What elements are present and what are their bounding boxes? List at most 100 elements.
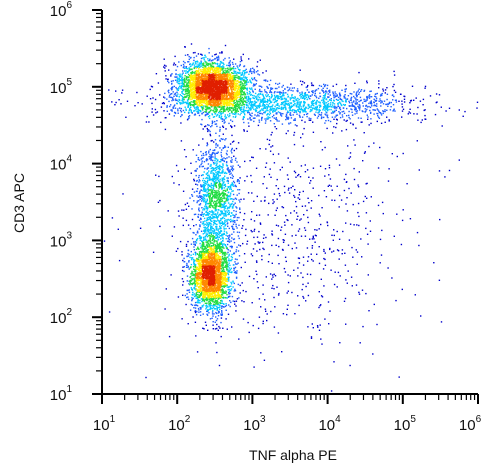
- event-point: [257, 96, 259, 98]
- event-point: [201, 213, 203, 215]
- event-point: [201, 108, 204, 110]
- event-point: [220, 225, 223, 227]
- event-point: [193, 232, 195, 234]
- event-point: [208, 234, 211, 237]
- event-point: [217, 145, 219, 147]
- event-point: [213, 222, 215, 224]
- event-point: [358, 215, 360, 218]
- event-point: [226, 198, 229, 200]
- event-point: [241, 77, 244, 79]
- event-point: [170, 109, 172, 111]
- event-point: [273, 193, 276, 195]
- event-point: [188, 268, 190, 270]
- event-point: [237, 283, 239, 286]
- event-point: [263, 234, 265, 236]
- event-point: [232, 183, 234, 186]
- event-point: [225, 238, 227, 240]
- event-point: [342, 103, 345, 106]
- event-point: [339, 98, 341, 101]
- event-point: [290, 117, 293, 119]
- event-point: [284, 104, 286, 106]
- event-point: [211, 226, 213, 228]
- event-point: [246, 130, 248, 132]
- event-point: [320, 105, 322, 108]
- event-point: [249, 79, 251, 81]
- event-point: [261, 90, 263, 93]
- event-point: [382, 110, 384, 112]
- event-point: [205, 239, 208, 241]
- event-point: [215, 132, 217, 134]
- event-point: [221, 300, 223, 302]
- event-point: [213, 200, 215, 202]
- event-point: [221, 305, 223, 308]
- event-point: [223, 108, 226, 110]
- event-point: [356, 251, 359, 253]
- event-point: [255, 260, 258, 262]
- event-point: [217, 65, 219, 67]
- event-point: [225, 205, 227, 207]
- event-point: [278, 245, 280, 248]
- event-point: [218, 231, 221, 233]
- event-point: [222, 65, 224, 67]
- event-point: [423, 109, 425, 112]
- event-point: [254, 88, 256, 90]
- event-point: [210, 214, 213, 216]
- event-point: [272, 110, 275, 112]
- event-point: [231, 72, 233, 74]
- event-point: [193, 273, 195, 276]
- event-point: [274, 306, 276, 308]
- event-point: [206, 174, 209, 177]
- event-point: [243, 80, 245, 82]
- event-point: [302, 133, 304, 135]
- event-point: [232, 223, 235, 225]
- event-point: [205, 207, 208, 210]
- event-point: [229, 169, 231, 171]
- event-point: [216, 307, 219, 309]
- event-point: [231, 256, 234, 259]
- event-point: [203, 213, 205, 215]
- event-point: [221, 198, 223, 201]
- event-point: [219, 185, 221, 188]
- event-point: [256, 236, 259, 238]
- event-point: [225, 138, 227, 140]
- event-point: [207, 187, 209, 189]
- event-point: [195, 270, 197, 273]
- event-point: [233, 155, 235, 157]
- event-point: [235, 157, 237, 159]
- event-point: [234, 272, 237, 274]
- event-point: [394, 91, 397, 93]
- event-point: [302, 95, 304, 97]
- event-point: [234, 75, 237, 77]
- event-point: [220, 317, 223, 319]
- event-point: [305, 285, 307, 288]
- event-point: [235, 147, 238, 150]
- event-point: [362, 160, 364, 162]
- event-point: [238, 182, 240, 184]
- event-point: [393, 89, 396, 92]
- event-point: [290, 83, 292, 85]
- event-point: [231, 190, 233, 192]
- event-point: [208, 210, 211, 213]
- event-point: [217, 245, 219, 248]
- event-point: [195, 183, 197, 185]
- event-point: [204, 151, 207, 154]
- event-point: [225, 152, 228, 155]
- event-point: [309, 98, 311, 100]
- event-point: [304, 235, 307, 237]
- event-point: [374, 95, 376, 97]
- event-point: [247, 100, 250, 102]
- event-point: [183, 98, 185, 101]
- event-point: [213, 152, 215, 154]
- event-point: [203, 154, 205, 157]
- event-point: [198, 210, 201, 212]
- event-point: [134, 105, 136, 107]
- event-point: [253, 108, 255, 111]
- event-point: [212, 213, 214, 215]
- event-point: [246, 87, 249, 89]
- event-point: [227, 191, 230, 194]
- event-point: [216, 308, 218, 310]
- event-point: [262, 183, 264, 185]
- event-point: [320, 304, 322, 306]
- event-point: [218, 135, 221, 137]
- event-point: [182, 63, 185, 66]
